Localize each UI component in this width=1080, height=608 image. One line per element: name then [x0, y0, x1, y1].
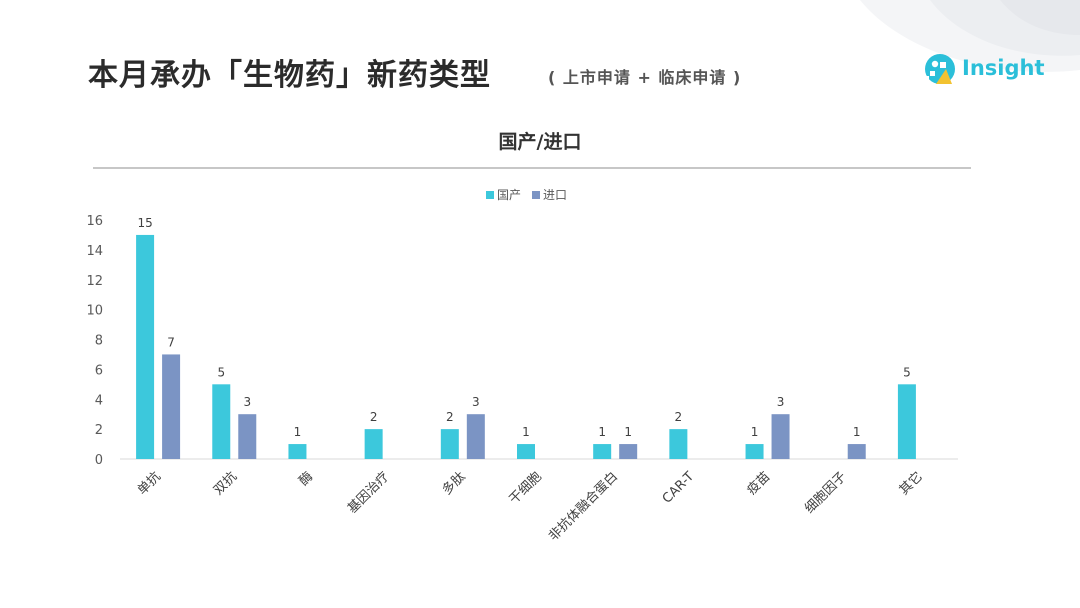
- data-label: 2: [370, 410, 378, 424]
- bar: [466, 414, 485, 459]
- x-tick-label: CAR-T: [660, 469, 697, 506]
- y-tick-label: 16: [86, 214, 103, 229]
- logo-text: Insight: [962, 56, 1045, 80]
- bar: [162, 354, 181, 459]
- data-label: 2: [446, 410, 454, 424]
- page-title: 本月承办「生物药」新药类型: [88, 58, 491, 93]
- x-tick-label: 其它: [896, 469, 926, 499]
- bar: [669, 429, 688, 459]
- data-label: 3: [777, 395, 785, 409]
- x-tick-label: 双抗: [211, 469, 240, 498]
- bar: [745, 444, 764, 459]
- y-tick-label: 2: [95, 423, 103, 438]
- y-tick-label: 12: [86, 274, 103, 289]
- data-label: 3: [472, 395, 480, 409]
- page-subtitle: ( 上市申请 + 临床申请 ): [548, 68, 742, 87]
- data-label: 3: [243, 395, 251, 409]
- heading-divider: [93, 167, 971, 169]
- y-tick-label: 14: [86, 244, 103, 259]
- bar: [593, 444, 612, 459]
- legend-swatch: [532, 191, 540, 199]
- bar: [847, 444, 866, 459]
- y-tick-label: 0: [95, 453, 103, 468]
- y-tick-label: 6: [95, 363, 103, 378]
- bar: [136, 234, 155, 459]
- bar: [238, 414, 257, 459]
- bar: [897, 384, 916, 459]
- bar: [771, 414, 790, 459]
- legend-label: 进口: [543, 188, 567, 202]
- bar: [364, 429, 383, 459]
- legend-label: 国产: [497, 188, 521, 202]
- data-label: 5: [903, 365, 911, 379]
- x-tick-label: 单抗: [135, 469, 164, 498]
- bar: [212, 384, 231, 459]
- bar: [619, 444, 638, 459]
- y-tick-label: 8: [95, 334, 103, 349]
- bar: [288, 444, 307, 459]
- data-label: 1: [751, 425, 759, 439]
- insight-logo-icon: [924, 54, 955, 84]
- data-label: 2: [675, 410, 683, 424]
- data-label: 7: [167, 335, 175, 349]
- x-tick-label: 细胞因子: [802, 469, 849, 516]
- x-tick-label: 非抗体融合蛋白: [545, 469, 621, 545]
- x-tick-label: 酶: [296, 469, 317, 490]
- x-tick-label: 干细胞: [507, 469, 545, 507]
- data-label: 1: [853, 425, 861, 439]
- data-label: 1: [294, 425, 302, 439]
- data-label: 5: [217, 365, 225, 379]
- x-tick-label: 疫苗: [744, 469, 774, 499]
- data-label: 1: [598, 425, 606, 439]
- chart-heading: 国产/进口: [498, 131, 582, 153]
- data-label: 1: [624, 425, 632, 439]
- y-tick-label: 10: [86, 304, 103, 319]
- data-label: 15: [137, 216, 152, 230]
- bar: [517, 444, 535, 459]
- x-tick-label: 多肽: [439, 469, 469, 499]
- y-tick-label: 4: [95, 393, 103, 408]
- legend-swatch: [486, 191, 494, 199]
- data-label: 1: [522, 425, 530, 439]
- x-tick-label: 基因治疗: [345, 469, 392, 516]
- bar: [440, 429, 459, 459]
